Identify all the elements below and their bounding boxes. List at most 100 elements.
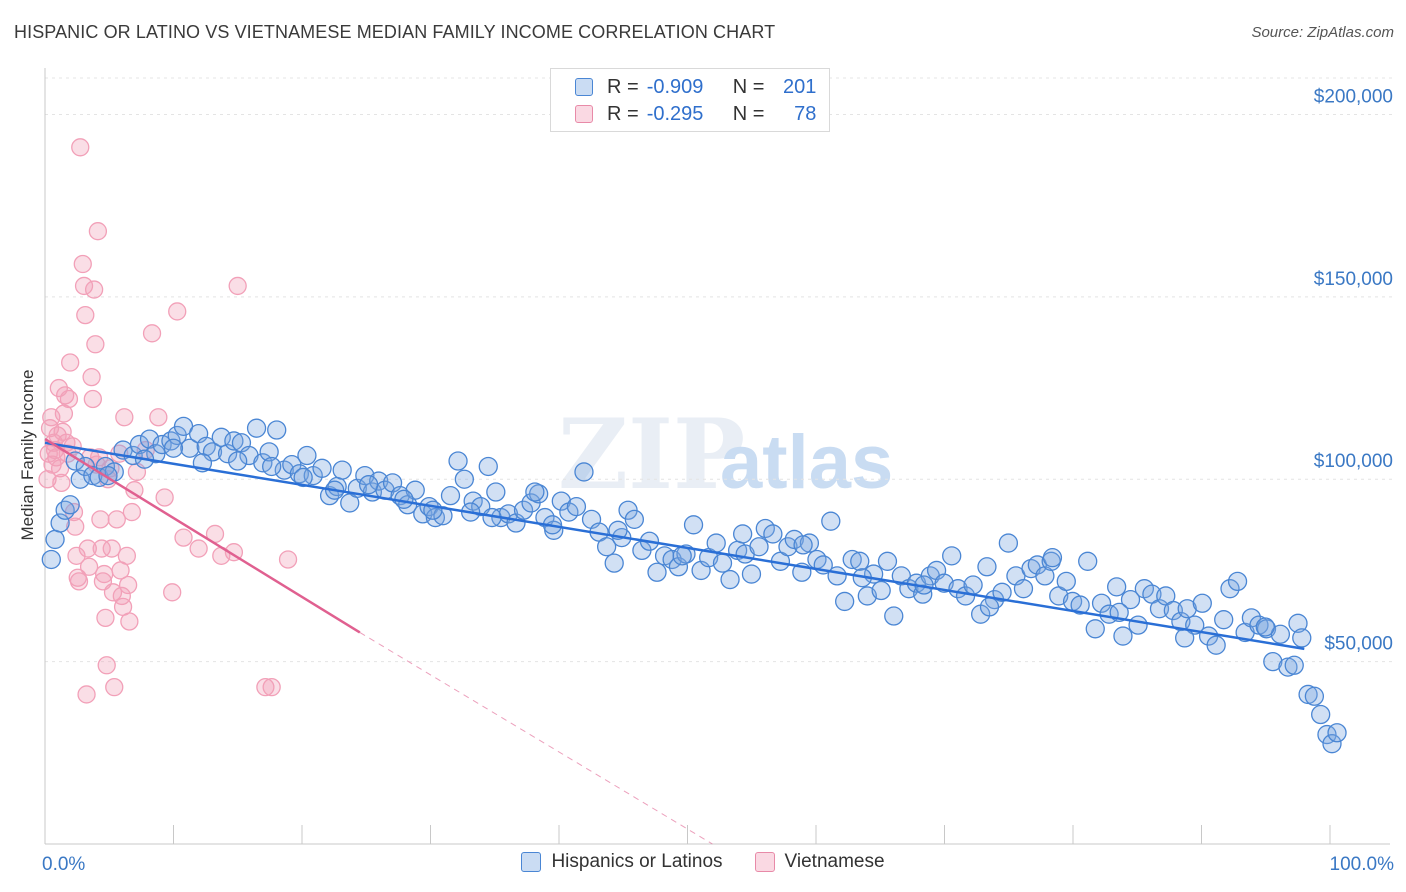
series-legend-hispanic: Hispanics or Latinos (521, 851, 723, 873)
correlation-legend: R = -0.909 N = 201 R = -0.295 N = 78 (550, 68, 830, 132)
hispanic-point (1241, 608, 1262, 628)
hispanic-point (827, 566, 847, 586)
hispanic-point (1206, 635, 1226, 655)
hispanic-point (246, 418, 267, 438)
hispanic-point (1322, 734, 1342, 754)
vietnamese-points (38, 138, 298, 704)
hispanic-point (574, 462, 594, 482)
vietnamese-point (52, 473, 71, 493)
x-tick-label-start: 0.0% (42, 854, 85, 875)
vietnamese-point (278, 550, 298, 569)
vietnamese-point (120, 612, 139, 631)
vietnamese-point (53, 422, 72, 441)
hispanic-point (733, 524, 753, 544)
hispanic-point (793, 535, 813, 555)
hispanic-point (624, 509, 645, 530)
hispanic-point (1214, 610, 1234, 630)
watermark-zip: ZIP (558, 398, 745, 511)
hispanic-point (683, 515, 704, 535)
hispanic-point (884, 606, 904, 626)
y-axis-title: Median Family Income (18, 369, 37, 540)
legend-r-value: -0.295 (646, 102, 704, 125)
grid (45, 77, 1395, 663)
hispanic-point (1192, 593, 1212, 613)
vietnamese-point (117, 546, 137, 565)
hispanic-point (1292, 628, 1312, 648)
hispanic-point (1220, 579, 1240, 599)
legend-n-value: 201 (783, 75, 817, 98)
hispanic-point (551, 491, 571, 511)
hispanic-point (712, 553, 733, 573)
hispanic-point (749, 537, 769, 557)
hispanic-point (1085, 619, 1105, 639)
legend-swatch-vietnamese (575, 105, 593, 123)
vietnamese-point (97, 656, 116, 675)
hispanic-point (821, 511, 841, 531)
vietnamese-point (189, 539, 208, 558)
y-tick-label: $150,000 (1314, 269, 1393, 290)
hispanic-point (1091, 593, 1112, 613)
hispanic-point (1227, 571, 1248, 592)
hispanic-point (228, 451, 248, 471)
hispanic-point (596, 537, 617, 557)
hispanic-point (942, 546, 962, 566)
vietnamese-trend-line (44, 438, 361, 634)
legend-n-label: N = (732, 102, 765, 125)
vietnamese-point (61, 353, 80, 372)
hispanic-point (566, 496, 587, 517)
hispanic-point (1327, 723, 1347, 743)
legend-row-hispanic: R = -0.909 N = 201 (575, 75, 816, 99)
vietnamese-point (84, 280, 104, 299)
watermark-atlas: atlas (720, 420, 893, 505)
vietnamese-point (74, 276, 94, 296)
hispanic-point (289, 464, 310, 484)
hispanic-point (1013, 579, 1034, 599)
vietnamese-point (83, 389, 103, 409)
hispanic-point (259, 442, 279, 462)
series-legend-vietnamese: Vietnamese (754, 851, 885, 873)
vietnamese-point (163, 583, 182, 602)
hispanic-point (1304, 686, 1325, 706)
vietnamese-point (86, 335, 105, 354)
hispanic-point (992, 582, 1012, 602)
vietnamese-trend-extension (359, 632, 713, 845)
hispanic-point (963, 575, 983, 595)
y-tick-label: $100,000 (1314, 451, 1393, 472)
hispanic-point (448, 451, 468, 471)
hispanic-point (267, 420, 287, 440)
vietnamese-point (149, 408, 168, 427)
hispanic-point (871, 580, 891, 601)
hispanic-point (478, 456, 498, 477)
legend-r-value: -0.909 (646, 75, 704, 98)
hispanic-trend-line (44, 441, 1305, 651)
hispanic-point (486, 482, 506, 502)
hispanic-point (647, 562, 667, 582)
hispanic-point (312, 458, 332, 478)
hispanic-point (835, 591, 855, 612)
vietnamese-point (77, 685, 96, 704)
hispanic-point (842, 549, 862, 570)
hispanic-point (70, 469, 90, 489)
hispanic-point (1284, 655, 1304, 675)
vietnamese-point (115, 408, 134, 427)
vietnamese-point (71, 138, 90, 157)
hispanic-point (977, 557, 997, 577)
vietnamese-point (174, 528, 193, 547)
chart-title: HISPANIC OR LATINO VS VIETNAMESE MEDIAN … (14, 22, 776, 42)
vietnamese-point (118, 575, 138, 595)
hispanic-point (1042, 548, 1063, 568)
watermark: ZIP atlas (558, 398, 893, 511)
vietnamese-point (122, 502, 142, 522)
hispanic-point (332, 460, 352, 480)
hispanic-point (262, 456, 282, 477)
source-label: Source: ZipAtlas.com (1251, 24, 1394, 41)
vietnamese-point (155, 488, 174, 507)
hispanic-point (65, 451, 85, 471)
vietnamese-point (50, 459, 70, 478)
vietnamese-point (92, 539, 111, 558)
hispanic-point (1255, 617, 1275, 637)
hispanic-point (672, 546, 692, 566)
series-label-vietnamese: Vietnamese (784, 851, 885, 872)
vietnamese-point (262, 678, 281, 697)
vietnamese-point (76, 305, 95, 325)
